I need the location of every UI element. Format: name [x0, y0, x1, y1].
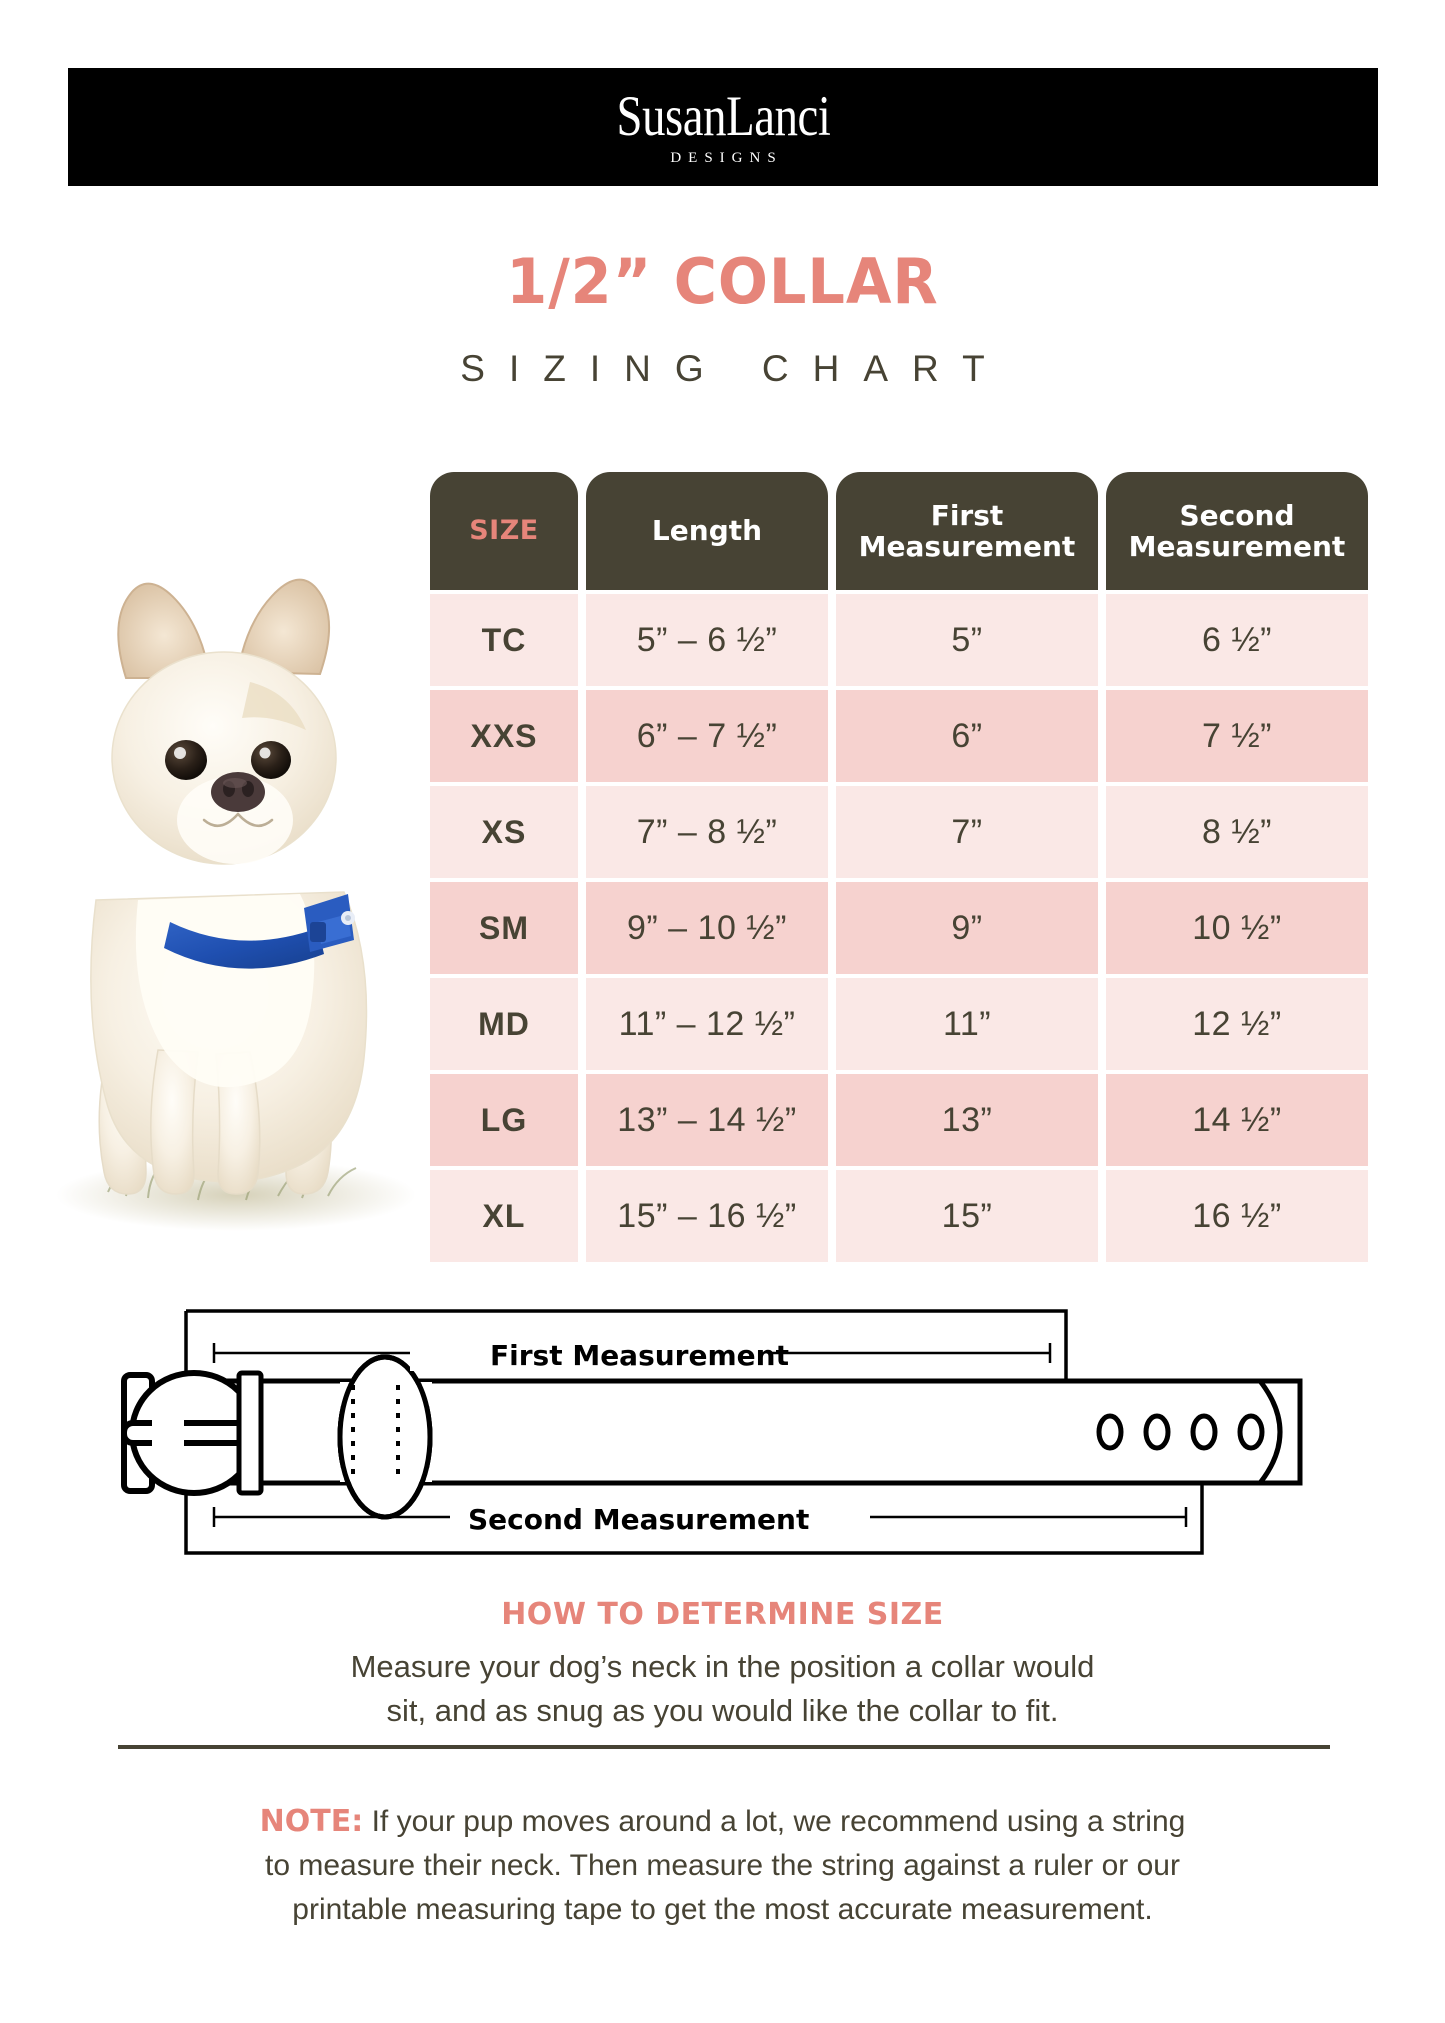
cell-size: MD	[430, 978, 578, 1070]
howto-title: HOW TO DETERMINE SIZE	[501, 1597, 944, 1632]
cell-first-measurement: 6”	[836, 690, 1098, 782]
table-header-first-measurement: First Measurement	[836, 472, 1098, 590]
cell-length: 11” – 12 ½”	[586, 978, 828, 1070]
table-row: XXS 6” – 7 ½” 6” 7 ½”	[430, 690, 1368, 782]
cell-second-measurement: 16 ½”	[1106, 1170, 1368, 1262]
dog-eye-right	[251, 741, 291, 779]
note-block: NOTE: If your pup moves around a lot, we…	[140, 1800, 1305, 1931]
cell-second-measurement: 12 ½”	[1106, 978, 1368, 1070]
cell-first-measurement: 9”	[836, 882, 1098, 974]
first-measurement-label: First Measurement	[490, 1339, 789, 1372]
brand-name: SusanLanci	[616, 84, 830, 148]
table-header-second-measurement: Second Measurement	[1106, 472, 1368, 590]
note-label: NOTE:	[259, 1804, 364, 1839]
cell-second-measurement: 7 ½”	[1106, 690, 1368, 782]
dog-nostril-right	[242, 781, 254, 797]
table-row: XS 7” – 8 ½” 7” 8 ½”	[430, 786, 1368, 878]
table-row: TC 5” – 6 ½” 5” 6 ½”	[430, 594, 1368, 686]
cell-length: 15” – 16 ½”	[586, 1170, 828, 1262]
table-row: MD 11” – 12 ½” 11” 12 ½”	[430, 978, 1368, 1070]
dog-front-leg-left	[150, 1049, 199, 1195]
dog-eye-left	[165, 740, 207, 780]
table-header-length: Length	[586, 472, 828, 590]
cell-size: TC	[430, 594, 578, 686]
brand-tagline: DESIGNS	[670, 149, 783, 166]
cell-size: LG	[430, 1074, 578, 1166]
dog-ear-left	[117, 582, 212, 679]
howto-line-2: sit, and as snug as you would like the c…	[386, 1693, 1059, 1729]
cell-length: 6” – 7 ½”	[586, 690, 828, 782]
buckle-inner-gap	[152, 1393, 184, 1473]
cell-first-measurement: 15”	[836, 1170, 1098, 1262]
collar-diagram: First Measurement Second Measurement	[110, 1305, 1340, 1565]
cell-first-measurement: 7”	[836, 786, 1098, 878]
dog-mouth-left	[202, 812, 240, 827]
sizing-table: SIZE Length First Measurement Second Mea…	[430, 472, 1368, 1262]
grass-tufts	[107, 1153, 357, 1201]
dog-forehead-marking	[242, 682, 306, 730]
belt-stitching	[351, 1385, 400, 1479]
cell-first-measurement: 13”	[836, 1074, 1098, 1166]
dog-mouth-right	[236, 812, 274, 827]
howto-line-1: Measure your dog’s neck in the position …	[350, 1649, 1095, 1684]
table-row: LG 13” – 14 ½” 13” 14 ½”	[430, 1074, 1368, 1166]
dog-hind-leg-right	[277, 1041, 333, 1195]
second-measurement-label: Second Measurement	[468, 1503, 809, 1536]
dog-head	[111, 651, 337, 865]
cell-size: XXS	[430, 690, 578, 782]
cell-first-measurement: 5”	[836, 594, 1098, 686]
note-line-1-text: If your pup moves around a lot, we recom…	[363, 1805, 1186, 1838]
note-line-1: NOTE: If your pup moves around a lot, we…	[140, 1800, 1305, 1844]
dog-photo	[18, 570, 458, 1270]
dog-chest-ruff	[135, 894, 315, 1088]
belt-holes	[1096, 1413, 1265, 1451]
dog-hind-leg-left	[98, 1039, 153, 1195]
cell-size: SM	[430, 882, 578, 974]
table-header-size: SIZE	[430, 472, 578, 590]
cell-second-measurement: 6 ½”	[1106, 594, 1368, 686]
dog-nostril-left	[223, 781, 235, 797]
belt-keeper-loop	[337, 1354, 433, 1520]
section-divider	[118, 1745, 1330, 1749]
dog-front-leg-right	[215, 1051, 261, 1195]
dog-body	[90, 891, 368, 1183]
table-header-row: SIZE Length First Measurement Second Mea…	[430, 472, 1368, 590]
cell-size: XL	[430, 1170, 578, 1262]
note-line-2: to measure their neck. Then measure the …	[265, 1848, 1180, 1882]
cell-length: 13” – 14 ½”	[586, 1074, 828, 1166]
cell-second-measurement: 10 ½”	[1106, 882, 1368, 974]
dog-ear-right	[236, 578, 330, 676]
cell-size: XS	[430, 786, 578, 878]
belt-prong-bar	[236, 1370, 264, 1496]
howto-body: Measure your dog’s neck in the position …	[0, 1645, 1445, 1733]
belt-buckle	[121, 1370, 259, 1496]
dog-nose-highlight	[223, 778, 247, 788]
cell-length: 9” – 10 ½”	[586, 882, 828, 974]
ground-shadow	[56, 1159, 416, 1231]
table-row: SM 9” – 10 ½” 9” 10 ½”	[430, 882, 1368, 974]
cell-length: 5” – 6 ½”	[586, 594, 828, 686]
dog-collar-bow	[304, 894, 355, 952]
dog-collar	[164, 922, 324, 969]
dog-eye-left-highlight	[174, 747, 186, 759]
brand-logo-bar: SusanLanci DESIGNS	[68, 68, 1378, 186]
dog-muzzle	[177, 776, 293, 864]
cell-second-measurement: 8 ½”	[1106, 786, 1368, 878]
dog-eye-right-highlight	[259, 747, 271, 759]
cell-second-measurement: 14 ½”	[1106, 1074, 1368, 1166]
table-row: XL 15” – 16 ½” 15” 16 ½”	[430, 1170, 1368, 1262]
page-title: 1/2” COLLAR	[506, 245, 939, 318]
cell-first-measurement: 11”	[836, 978, 1098, 1070]
cell-length: 7” – 8 ½”	[586, 786, 828, 878]
table-body: TC 5” – 6 ½” 5” 6 ½” XXS 6” – 7 ½” 6” 7 ½” XS 7” …	[430, 594, 1368, 1262]
note-line-3: printable measuring tape to get the most…	[292, 1892, 1153, 1926]
dog-nose	[211, 772, 265, 812]
page-subtitle: SIZING CHART	[460, 348, 1009, 389]
